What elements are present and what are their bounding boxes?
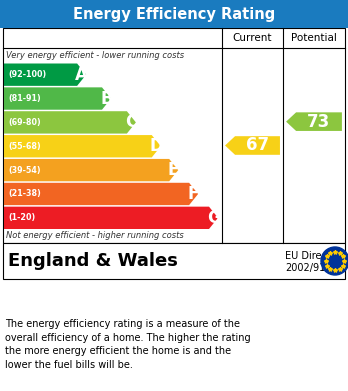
Text: 2002/91/EC: 2002/91/EC (285, 263, 341, 273)
Text: F: F (188, 185, 199, 203)
Text: (39-54): (39-54) (8, 166, 41, 175)
Circle shape (321, 247, 348, 275)
FancyBboxPatch shape (3, 243, 345, 279)
Polygon shape (4, 111, 136, 134)
Text: 73: 73 (307, 113, 331, 131)
Text: (1-20): (1-20) (8, 213, 35, 222)
Polygon shape (4, 206, 218, 229)
Polygon shape (225, 136, 280, 155)
Text: E: E (168, 161, 179, 179)
Text: Very energy efficient - lower running costs: Very energy efficient - lower running co… (6, 50, 184, 59)
Polygon shape (4, 183, 198, 205)
Polygon shape (4, 63, 86, 86)
Text: D: D (149, 137, 163, 155)
FancyBboxPatch shape (3, 28, 345, 243)
Text: (55-68): (55-68) (8, 142, 41, 151)
Polygon shape (4, 135, 161, 158)
Polygon shape (4, 87, 111, 110)
FancyBboxPatch shape (0, 0, 348, 28)
Text: B: B (100, 90, 113, 108)
Text: England & Wales: England & Wales (8, 252, 178, 270)
Text: (21-38): (21-38) (8, 190, 41, 199)
Text: EU Directive: EU Directive (285, 251, 345, 260)
Text: (81-91): (81-91) (8, 94, 41, 103)
Text: (69-80): (69-80) (8, 118, 41, 127)
Text: G: G (207, 209, 220, 227)
Text: The energy efficiency rating is a measure of the
overall efficiency of a home. T: The energy efficiency rating is a measur… (5, 319, 251, 370)
Text: A: A (75, 66, 88, 84)
Text: 67: 67 (246, 136, 269, 154)
Polygon shape (4, 159, 178, 181)
Polygon shape (286, 112, 342, 131)
Text: C: C (125, 113, 137, 131)
Text: (92-100): (92-100) (8, 70, 46, 79)
Text: Current: Current (233, 33, 272, 43)
Text: Not energy efficient - higher running costs: Not energy efficient - higher running co… (6, 231, 184, 240)
Text: Energy Efficiency Rating: Energy Efficiency Rating (73, 7, 275, 22)
Text: Potential: Potential (291, 33, 337, 43)
